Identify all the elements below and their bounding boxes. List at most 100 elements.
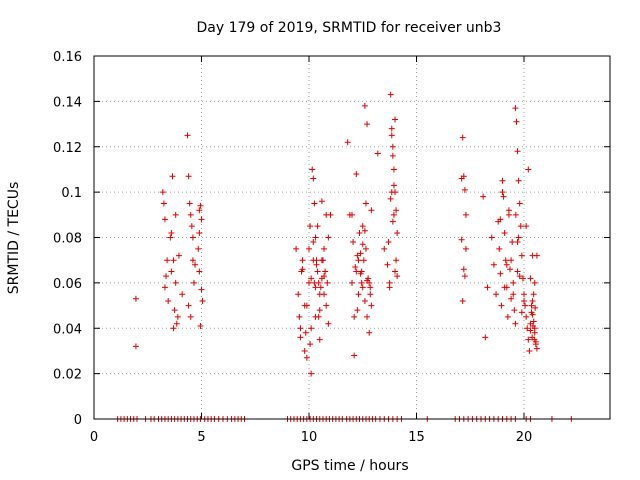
data-point bbox=[172, 279, 179, 286]
data-point bbox=[533, 345, 540, 352]
data-point bbox=[525, 336, 532, 343]
y-axis-label: SRMTID / TECUs bbox=[6, 182, 22, 295]
data-point bbox=[511, 307, 518, 314]
data-point bbox=[512, 105, 519, 112]
data-point bbox=[325, 234, 332, 241]
data-point bbox=[163, 273, 170, 280]
data-point bbox=[325, 320, 332, 327]
data-point bbox=[165, 298, 172, 305]
data-point bbox=[302, 329, 309, 336]
data-point bbox=[393, 257, 400, 264]
chart-title: Day 179 of 2019, SRMTID for receiver unb… bbox=[197, 20, 502, 36]
data-point bbox=[350, 239, 357, 246]
data-point bbox=[496, 245, 503, 252]
data-point bbox=[532, 304, 539, 311]
data-point bbox=[388, 125, 395, 132]
data-point bbox=[308, 325, 315, 332]
data-point bbox=[359, 241, 366, 248]
data-point bbox=[387, 195, 394, 202]
data-point bbox=[310, 257, 317, 264]
data-point bbox=[297, 325, 304, 332]
data-point bbox=[366, 329, 373, 336]
data-point bbox=[170, 257, 177, 264]
data-point bbox=[299, 257, 306, 264]
data-point bbox=[498, 302, 505, 309]
data-point bbox=[502, 257, 509, 264]
data-point bbox=[188, 223, 195, 230]
data-point bbox=[531, 279, 538, 286]
y-tick-label: 0.04 bbox=[53, 322, 82, 337]
x-tick-labels: 0 5 10 15 20 bbox=[90, 430, 532, 445]
data-point bbox=[310, 175, 317, 182]
data-point bbox=[361, 227, 368, 234]
data-point bbox=[458, 236, 465, 243]
data-point bbox=[361, 102, 368, 109]
data-point bbox=[306, 245, 312, 252]
data-point bbox=[199, 298, 206, 305]
x-axis-label: GPS time / hours bbox=[291, 458, 408, 474]
data-point bbox=[307, 341, 314, 348]
data-point bbox=[314, 223, 321, 230]
data-point bbox=[303, 302, 310, 309]
data-point bbox=[168, 229, 175, 236]
data-point bbox=[189, 234, 196, 241]
data-point bbox=[351, 352, 358, 359]
data-point bbox=[499, 189, 506, 196]
data-points bbox=[114, 91, 575, 422]
data-point bbox=[389, 152, 396, 159]
data-point bbox=[504, 313, 511, 320]
data-point bbox=[315, 313, 322, 320]
data-point bbox=[529, 311, 536, 318]
data-point bbox=[311, 279, 318, 286]
data-point bbox=[313, 261, 320, 268]
data-point bbox=[394, 229, 401, 236]
data-point bbox=[394, 273, 401, 280]
data-point bbox=[392, 268, 398, 275]
x-tick-label: 15 bbox=[408, 430, 425, 445]
y-tick-label: 0.14 bbox=[53, 95, 82, 110]
data-point bbox=[385, 239, 392, 246]
data-point bbox=[509, 239, 516, 246]
data-point bbox=[384, 261, 391, 268]
data-point bbox=[351, 313, 358, 320]
data-point bbox=[360, 257, 367, 264]
y-tick-labels: 0 0.02 0.04 0.06 0.08 0.1 0.12 0.14 0.16 bbox=[53, 50, 82, 428]
data-point bbox=[368, 207, 375, 214]
data-point bbox=[515, 177, 522, 184]
data-point bbox=[513, 118, 520, 125]
data-point bbox=[356, 229, 363, 236]
data-point bbox=[505, 207, 512, 214]
data-point bbox=[368, 302, 375, 309]
data-point bbox=[390, 211, 397, 218]
data-point bbox=[390, 166, 397, 173]
grid-lines bbox=[94, 56, 610, 419]
data-point bbox=[159, 189, 166, 196]
x-tick-label: 5 bbox=[197, 430, 205, 445]
data-point bbox=[462, 245, 469, 252]
data-point bbox=[174, 313, 181, 320]
data-point bbox=[189, 257, 196, 264]
data-point bbox=[184, 132, 191, 139]
data-point bbox=[179, 291, 186, 298]
data-point bbox=[512, 320, 519, 327]
data-point bbox=[529, 252, 536, 259]
x-tick-label: 10 bbox=[301, 430, 318, 445]
data-point bbox=[461, 186, 468, 193]
data-point bbox=[521, 298, 527, 305]
data-point bbox=[317, 284, 324, 291]
data-point bbox=[459, 298, 466, 305]
data-point bbox=[516, 273, 523, 280]
data-point bbox=[316, 307, 323, 314]
data-point bbox=[349, 211, 355, 218]
data-point bbox=[187, 211, 194, 218]
data-point bbox=[521, 291, 527, 298]
data-point bbox=[525, 166, 532, 173]
data-point bbox=[324, 279, 331, 286]
data-point bbox=[161, 216, 168, 223]
data-point bbox=[132, 343, 139, 350]
data-point bbox=[514, 268, 521, 275]
data-point bbox=[523, 313, 530, 320]
data-point bbox=[314, 268, 321, 275]
data-point bbox=[526, 347, 533, 354]
data-point bbox=[387, 91, 394, 98]
